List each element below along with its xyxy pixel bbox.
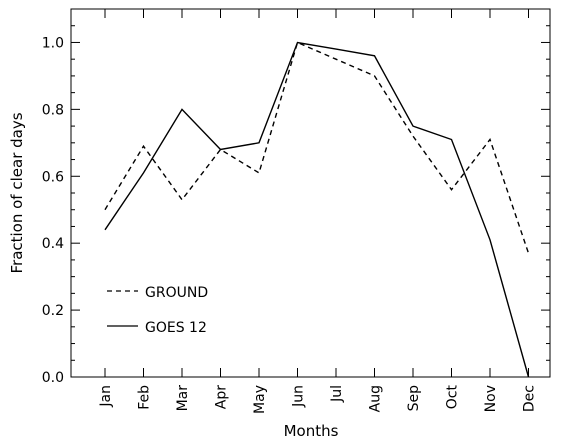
y-tick-label: 0.0 [42, 370, 64, 386]
x-tick-label: Jun [291, 385, 307, 408]
y-tick-label: 0.4 [42, 236, 64, 252]
y-tick-label: 1.0 [42, 35, 64, 51]
legend-label-goes12: GOES 12 [145, 320, 207, 336]
y-axis-label: Fraction of clear days [8, 112, 26, 273]
x-tick-label: May [252, 385, 268, 414]
y-tick-label: 0.8 [42, 102, 64, 118]
ticks-layer: 0.0 0.2 0.4 0.6 0.8 1.0 Jan Feb Mar Apr May Jun Jul A… [42, 9, 550, 414]
x-tick-label: Jan [98, 385, 114, 408]
x-axis-label: Months [284, 422, 339, 440]
series-layer [104, 41, 530, 378]
x-tick-label: Jul [329, 385, 345, 403]
legend-label-ground: GROUND [145, 285, 208, 301]
y-tick-label: 0.6 [42, 169, 64, 185]
legend: GROUND GOES 12 [107, 285, 208, 336]
x-tick-label: Sep [406, 385, 422, 412]
x-tick-label: Dec [522, 385, 538, 412]
x-tick-label: Apr [214, 385, 230, 409]
x-tick-label: Nov [483, 385, 499, 412]
y-tick-label: 0.2 [42, 303, 64, 319]
series-line-ground [104, 41, 530, 254]
x-tick-label: Aug [368, 385, 384, 412]
x-tick-label: Oct [445, 385, 461, 410]
x-tick-label: Feb [137, 385, 153, 410]
plot-frame [70, 8, 551, 378]
x-tick-label: Mar [175, 385, 191, 412]
series-line-goes-12 [104, 41, 530, 378]
